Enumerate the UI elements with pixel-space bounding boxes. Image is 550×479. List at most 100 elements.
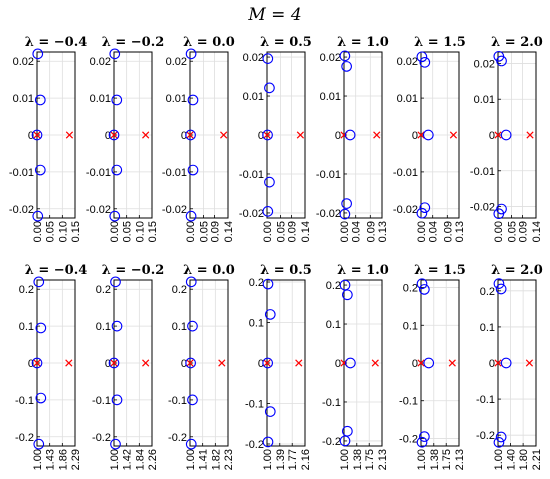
circle-point bbox=[262, 206, 274, 217]
circle-point bbox=[187, 320, 198, 332]
cross-point bbox=[186, 359, 194, 367]
cross-point bbox=[371, 359, 379, 367]
x-tick-label: 1.00 bbox=[339, 449, 351, 470]
y-tick-label: -0.1 bbox=[322, 397, 341, 409]
circle-point bbox=[109, 210, 121, 222]
y-tick-label: -0.2 bbox=[322, 436, 341, 448]
chart-panel: -0.2 -0.1 0 0.1 0.2 1.00 1.40 1.80 2.21 λ = 2.0 bbox=[476, 263, 543, 470]
cross-point bbox=[263, 359, 271, 367]
circle-point bbox=[33, 438, 45, 450]
chart-panel: -0.2 -0.1 0 0.1 0.2 1.00 1.42 1.84 2.26 λ = −0.2 bbox=[92, 263, 164, 470]
circle-point bbox=[262, 53, 274, 64]
cross-stroke bbox=[373, 131, 381, 139]
circle-point bbox=[185, 438, 197, 450]
cross-point bbox=[110, 359, 118, 367]
y-tick-label: 0 bbox=[335, 358, 341, 370]
circle-point bbox=[108, 129, 120, 141]
circle-point bbox=[493, 437, 505, 448]
x-tick-label: 0.10 bbox=[134, 221, 146, 242]
cross-stroke bbox=[33, 359, 41, 367]
y-tick-label: 0.1 bbox=[19, 321, 34, 333]
x-tick-label: 0.05 bbox=[507, 221, 519, 242]
y-tick-label: 0.02 bbox=[397, 56, 418, 68]
cross-stroke bbox=[494, 359, 502, 367]
panel-title: λ = 2.0 bbox=[491, 263, 543, 278]
circle-point bbox=[419, 431, 430, 442]
circle-point bbox=[416, 436, 428, 448]
y-tick-label: -0.02 bbox=[470, 202, 495, 214]
y-tick-label: -0.2 bbox=[399, 433, 418, 445]
circle-point bbox=[185, 276, 197, 288]
x-tick-label: 2.13 bbox=[377, 449, 389, 470]
circle-point bbox=[185, 129, 196, 141]
y-tick-label: 0.01 bbox=[474, 94, 495, 106]
chart-panel: -0.02 -0.01 0 0.01 0.02 0.00 0.04 0.09 0.13 λ = 1… bbox=[316, 35, 389, 242]
cross-stroke bbox=[263, 359, 271, 367]
x-tick-label: 1.40 bbox=[506, 449, 518, 470]
circle-point bbox=[262, 129, 273, 141]
y-tick-label: -0.02 bbox=[162, 204, 187, 216]
circle-point bbox=[339, 279, 351, 291]
circle-point bbox=[419, 202, 431, 214]
circle-point bbox=[341, 61, 352, 72]
circle-point bbox=[262, 357, 274, 369]
circle-point bbox=[495, 283, 507, 295]
cross-stroke bbox=[186, 131, 194, 139]
x-tick-label: 0.05 bbox=[45, 221, 57, 242]
panel-title: λ = −0.2 bbox=[102, 263, 165, 278]
panel-title: λ = 1.0 bbox=[337, 35, 389, 50]
circle-point bbox=[339, 50, 351, 62]
y-tick-label: -0.2 bbox=[476, 430, 495, 442]
figure-title: M = 4 bbox=[247, 5, 301, 25]
y-tick-label: -0.01 bbox=[316, 169, 341, 181]
y-tick-label: 0 bbox=[28, 358, 34, 370]
cross-point bbox=[526, 131, 534, 139]
circle-point bbox=[416, 207, 428, 219]
chart-panel: -0.2 -0.1 0 0.1 0.2 1.00 1.41 1.82 2.23 λ = 0.0 bbox=[168, 263, 235, 470]
circle-point bbox=[111, 320, 123, 332]
cross-point bbox=[449, 131, 458, 139]
circle-point bbox=[264, 406, 276, 417]
y-tick-label: -0.01 bbox=[86, 167, 111, 179]
x-tick-label: 1.41 bbox=[198, 449, 210, 470]
circle-point bbox=[111, 394, 123, 406]
circle-point bbox=[35, 322, 47, 334]
circle-point bbox=[342, 425, 353, 437]
x-tick-label: 1.43 bbox=[45, 449, 57, 470]
y-tick-label: 0 bbox=[258, 358, 264, 370]
y-tick-label: -0.02 bbox=[9, 204, 34, 216]
panel-title: λ = 2.0 bbox=[491, 35, 543, 50]
y-tick-label: -0.2 bbox=[15, 432, 34, 444]
cross-stroke bbox=[417, 359, 425, 367]
cross-stroke bbox=[142, 359, 150, 367]
cross-point bbox=[494, 359, 502, 367]
x-tick-label: 0.15 bbox=[70, 221, 82, 242]
circle-point bbox=[345, 357, 356, 369]
chart-panel: -0.02 -0.01 0 0.01 0.02 0.00 0.05 0.10 0.15 λ = −… bbox=[86, 35, 164, 242]
cross-point bbox=[448, 359, 456, 367]
x-tick-label: 1.84 bbox=[134, 449, 146, 470]
circle-point bbox=[110, 276, 121, 288]
circle-point bbox=[108, 357, 120, 369]
circle-point bbox=[32, 48, 44, 60]
cross-stroke bbox=[526, 131, 534, 139]
cross-point bbox=[263, 131, 271, 139]
cross-stroke bbox=[448, 359, 456, 367]
panel-title: λ = 0.5 bbox=[260, 35, 312, 50]
y-tick-label: 0 bbox=[412, 130, 418, 142]
y-tick-label: 0 bbox=[181, 130, 187, 142]
cross-point bbox=[295, 359, 303, 367]
chart-panel: -0.02 -0.01 0 0.01 0.02 0.00 0.04 0.09 0.13 λ = 1… bbox=[393, 35, 466, 242]
y-tick-label: -0.1 bbox=[399, 396, 418, 408]
cross-point bbox=[33, 131, 41, 139]
circle-point bbox=[31, 129, 43, 141]
x-tick-label: 0.09 bbox=[517, 221, 529, 242]
y-tick-label: 0 bbox=[258, 130, 264, 142]
cross-stroke bbox=[142, 131, 150, 139]
cross-point bbox=[33, 359, 41, 367]
x-tick-label: 1.00 bbox=[109, 449, 121, 470]
y-tick-label: 0.2 bbox=[172, 284, 187, 296]
circle-point bbox=[34, 94, 46, 106]
